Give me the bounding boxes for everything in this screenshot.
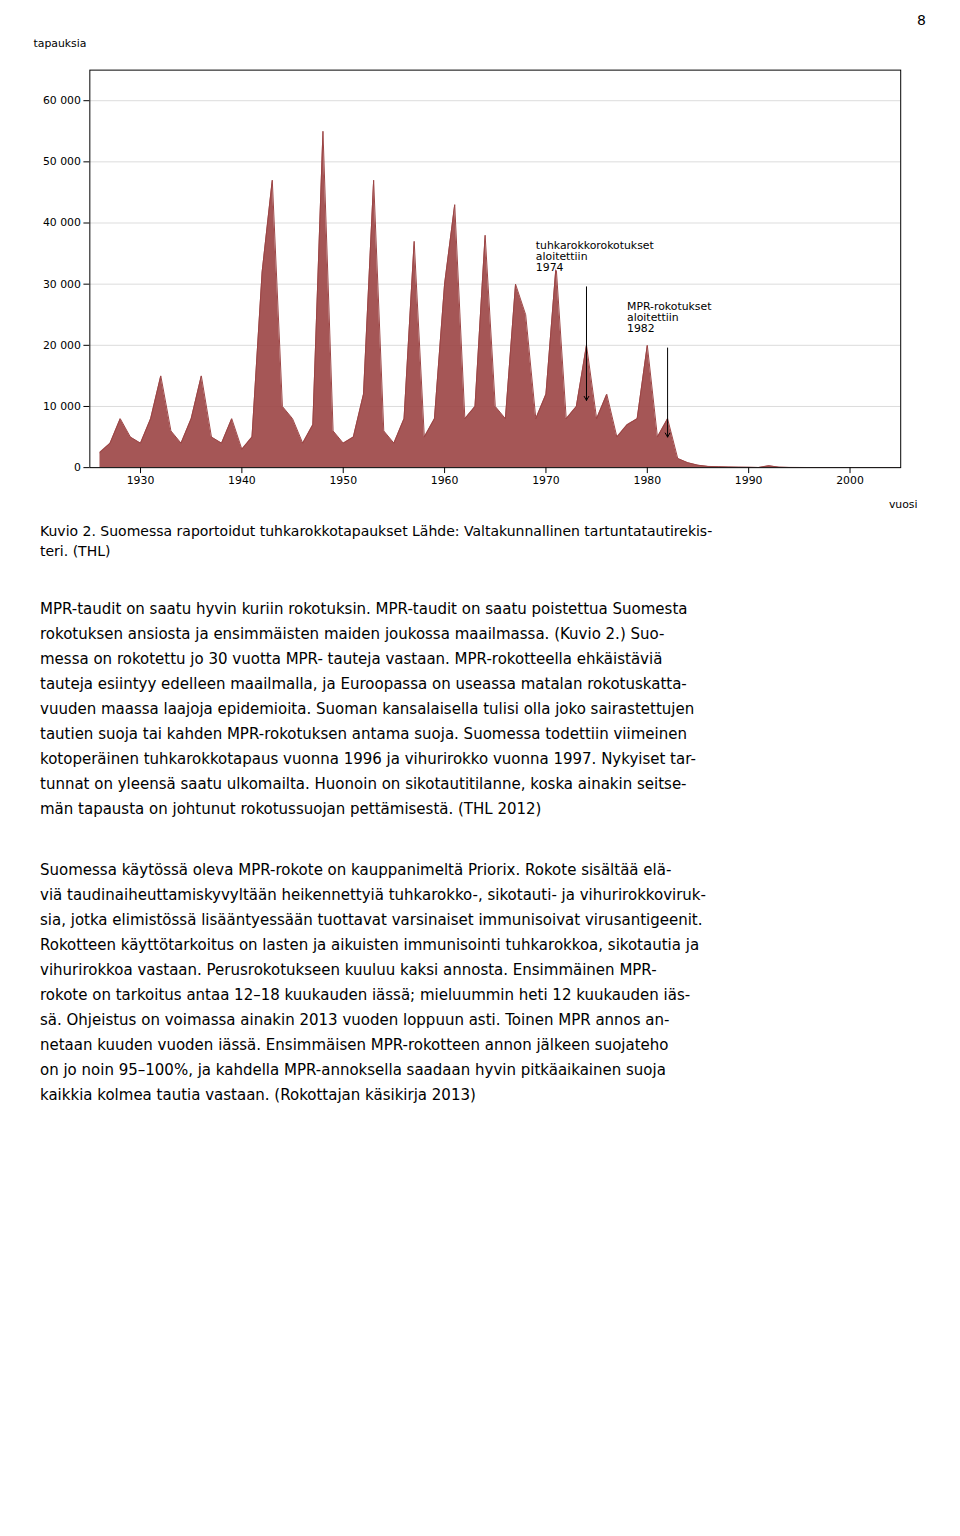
svg-text:30 000: 30 000 — [43, 278, 81, 291]
svg-text:MPR-rokotuksetaloitettiin1982: MPR-rokotuksetaloitettiin1982 — [627, 300, 711, 335]
html-text:vihurirokkoa vastaan. Perusrok: vihurirokkoa vastaan. Perusrokotukseen k… — [40, 960, 657, 979]
html-text:on jo noin 95–100%, ja kahdell: on jo noin 95–100%, ja kahdella MPR-anno… — [40, 1060, 666, 1079]
html-text:tautien suoja tai kahden MPR-r: tautien suoja tai kahden MPR-rokotuksen … — [40, 724, 687, 743]
html-text:viä taudinaiheuttamiskyvyltään: viä taudinaiheuttamiskyvyltään heikennet… — [40, 885, 706, 904]
html-text:8: 8 — [917, 12, 926, 28]
svg-text:1990: 1990 — [735, 474, 763, 487]
svg-text:50 000: 50 000 — [43, 155, 81, 168]
html-text:män tapausta on johtunut rokot: män tapausta on johtunut rokotussuojan p… — [40, 799, 542, 818]
svg-text:1960: 1960 — [431, 474, 459, 487]
html-text:kaikkia kolmea tautia vastaan.: kaikkia kolmea tautia vastaan. (Rokottaj… — [40, 1085, 476, 1104]
svg-text:1930: 1930 — [127, 474, 155, 487]
svg-text:0: 0 — [74, 461, 81, 474]
html-text:sia, jotka elimistössä lisäänt: sia, jotka elimistössä lisääntyessään tu… — [40, 910, 703, 929]
svg-text:60 000: 60 000 — [43, 94, 81, 107]
html-text:Suomessa käytössä oleva MPR-ro: Suomessa käytössä oleva MPR-rokote on ka… — [40, 860, 672, 879]
svg-text:1970: 1970 — [532, 474, 560, 487]
html-text:vuuden maassa laajoja epidemio: vuuden maassa laajoja epidemioita. Suoma… — [40, 699, 695, 718]
html-text:sä. Ohjeistus on voimassa aina: sä. Ohjeistus on voimassa ainakin 2013 v… — [40, 1010, 670, 1029]
svg-text:20 000: 20 000 — [43, 339, 81, 352]
svg-text:40 000: 40 000 — [43, 216, 81, 229]
html-text:MPR-taudit on saatu hyvin kuri: MPR-taudit on saatu hyvin kuriin rokotuk… — [40, 599, 688, 618]
html-text:rokote on tarkoitus antaa 12–1: rokote on tarkoitus antaa 12–18 kuukaude… — [40, 985, 691, 1004]
html-text:messa on rokotettu jo 30 vuott: messa on rokotettu jo 30 vuotta MPR- tau… — [40, 649, 663, 668]
svg-text:tapauksia: tapauksia — [33, 37, 86, 50]
svg-text:vuosi: vuosi — [889, 498, 918, 510]
svg-text:2000: 2000 — [836, 474, 864, 487]
svg-text:tuhkarokkorokotuksetaloitettii: tuhkarokkorokotuksetaloitettiin1974 — [536, 239, 654, 274]
html-text:Kuvio 2. Suomessa raportoidut: Kuvio 2. Suomessa raportoidut tuhkarokko… — [40, 522, 713, 539]
html-text:kotoperäinen tuhkarokkotapaus: kotoperäinen tuhkarokkotapaus vuonna 199… — [40, 749, 696, 768]
html-text:Rokotteen käyttötarkoitus on l: Rokotteen käyttötarkoitus on lasten ja a… — [40, 935, 700, 954]
html-text:netaan kuuden vuoden iässä. En: netaan kuuden vuoden iässä. Ensimmäisen … — [40, 1035, 669, 1054]
svg-text:1980: 1980 — [633, 474, 661, 487]
html-text:rokotuksen ansiosta ja ensimmä: rokotuksen ansiosta ja ensimmäisten maid… — [40, 624, 665, 643]
svg-text:1950: 1950 — [329, 474, 357, 487]
html-text:tauteja esiintyy edelleen maai: tauteja esiintyy edelleen maailmalla, ja… — [40, 674, 687, 693]
svg-text:10 000: 10 000 — [43, 400, 81, 413]
html-text:tunnat on yleensä saatu ulkoma: tunnat on yleensä saatu ulkomailta. Huon… — [40, 774, 687, 793]
svg-text:1940: 1940 — [228, 474, 256, 487]
html-text:teri. (THL): teri. (THL) — [40, 542, 111, 559]
